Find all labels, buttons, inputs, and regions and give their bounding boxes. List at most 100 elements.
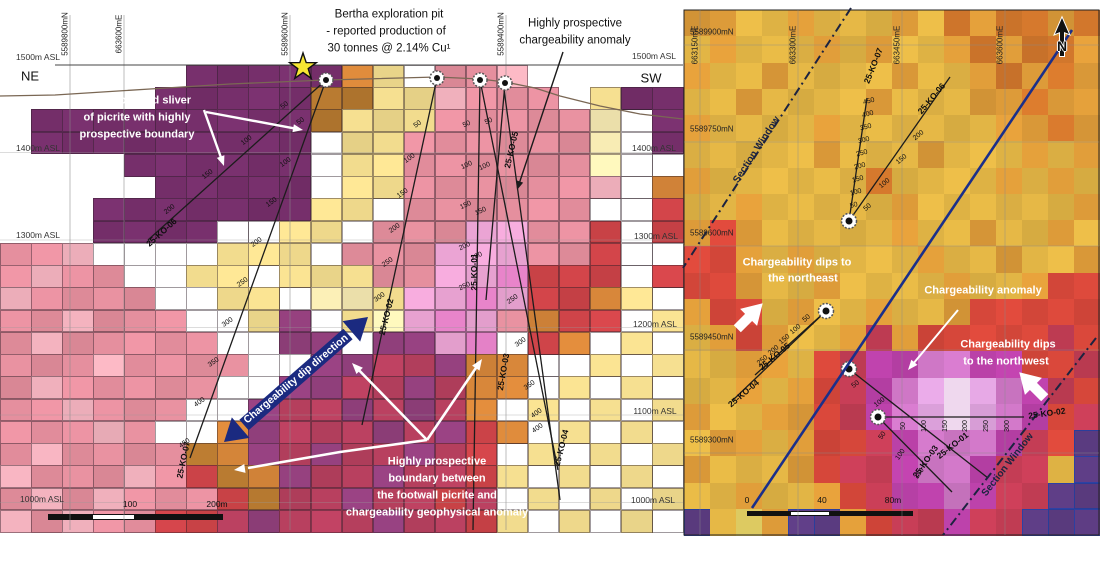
- plan-grid-cell: [1074, 272, 1100, 300]
- section-grid-cell: [589, 487, 622, 511]
- north-arrow-letter: N: [1056, 37, 1068, 54]
- section-grid-cell: [279, 176, 311, 199]
- plan-grid-cell: [918, 298, 945, 326]
- section-corner-ne: NE: [20, 68, 40, 84]
- anomaly-pointer-arrow: [516, 180, 524, 190]
- plan-grid-cell: [762, 62, 789, 90]
- plan-grid-cell: [970, 193, 997, 221]
- plan-grid-cell: [1022, 430, 1049, 457]
- plan-grid-cell: [710, 403, 737, 431]
- plan-grid-cell: [840, 325, 867, 352]
- plan-grid-cell: [1048, 220, 1075, 247]
- section-asl-label-left: 1400m ASL: [16, 143, 60, 154]
- plan-grid-cell: [970, 351, 997, 378]
- plan-grid-cell: [866, 193, 893, 221]
- plan-grid-cell: [814, 141, 841, 168]
- dips-ne-line1: Chargeability dips to: [742, 256, 852, 269]
- drill-collar-icon: [434, 75, 440, 81]
- plan-grid-cell: [814, 62, 841, 90]
- plan-grid-cell: [944, 377, 971, 405]
- plan-grid-cell: [1048, 430, 1075, 457]
- plan-grid-cell: [918, 325, 945, 352]
- plan-grid-cell: [762, 220, 789, 247]
- plan-grid-cell: [996, 220, 1023, 247]
- plan-grid-cell: [1048, 62, 1075, 90]
- plan-grid-cell: [840, 246, 867, 273]
- depth-tick-plan: 100: [920, 420, 928, 432]
- plan-grid-cell: [866, 246, 893, 273]
- plan-grid-cell: [840, 62, 867, 90]
- plan-grid-cell: [1048, 141, 1075, 168]
- plan-grid-cell: [944, 220, 971, 247]
- plan-grid-cell: [684, 403, 711, 431]
- plan-grid-cell: [918, 272, 945, 300]
- plan-grid-cell: [918, 10, 945, 37]
- section-grid-cell: [434, 309, 467, 333]
- plan-grid-cell: [1022, 141, 1049, 168]
- plan-north-label: 5589450mN: [690, 332, 734, 342]
- section-grid-cell: [434, 354, 467, 377]
- plan-grid-cell: [1074, 351, 1100, 378]
- plan-east-label: 663300mE: [788, 25, 798, 65]
- plan-grid-cell: [1048, 193, 1075, 221]
- plan-grid-cell: [1074, 220, 1100, 247]
- line: [518, 51, 564, 186]
- plan-grid-cell: [684, 298, 711, 326]
- plan-grid-cell: [996, 298, 1023, 326]
- plan-grid-cell: [866, 351, 893, 378]
- line: [361, 77, 438, 426]
- section-grid-cell: [434, 420, 467, 444]
- plan-grid-cell: [892, 36, 919, 63]
- plan-grid-cell: [840, 10, 867, 37]
- footwall-line3: the footwall picrite and: [377, 489, 497, 502]
- dips-nw-line2: to the northwest: [963, 355, 1049, 368]
- section-asl-label-left: 1300m ASL: [16, 230, 60, 241]
- section-scalebar-label: 100: [122, 499, 138, 510]
- plan-grid-cell: [892, 377, 919, 405]
- section-corner-sw: SW: [640, 70, 662, 86]
- plan-grid-cell: [892, 62, 919, 90]
- fault-sliver-line2: of picrite with highly: [83, 111, 191, 124]
- plan-grid-cell: [684, 36, 711, 63]
- plan-grid-cell: [814, 325, 841, 352]
- footwall-line2: boundary between: [388, 472, 486, 485]
- section-grid-cell: [589, 509, 622, 533]
- plan-grid-cell: [996, 325, 1023, 352]
- plan-grid-cell: [892, 10, 919, 37]
- fault-sliver-arrow: [216, 155, 225, 166]
- plan-grid-cell: [944, 115, 971, 142]
- plan-grid-cell: [684, 141, 711, 168]
- plan-grid-cell: [892, 220, 919, 247]
- plan-grid-cell: [736, 167, 763, 195]
- plan-grid-cell: [892, 325, 919, 352]
- plan-grid-cell: [918, 141, 945, 168]
- plan-grid-cell: [996, 167, 1023, 195]
- section-grid-cell: [589, 176, 622, 199]
- plan-grid-cell: [710, 377, 737, 405]
- plan-scalebar-label: 0: [744, 495, 750, 506]
- plan-grid-cell: [788, 220, 815, 247]
- plan-grid-cell: [736, 272, 763, 300]
- plan-north-label: 5589750mN: [690, 124, 734, 134]
- plan-grid-cell: [892, 141, 919, 168]
- plan-grid-cell: [788, 36, 815, 63]
- plan-grid-cell: [762, 167, 789, 195]
- plan-grid-cell: [710, 298, 737, 326]
- plan-grid-cell: [892, 246, 919, 273]
- section-grid-cell: [279, 309, 311, 333]
- plan-grid-cell: [736, 115, 763, 142]
- plan-grid-cell: [710, 10, 737, 37]
- section-grid-cell: [652, 509, 684, 533]
- section-grid-cell: [434, 109, 467, 133]
- section-grid-cell: [124, 309, 156, 333]
- plan-grid-cell: [970, 325, 997, 352]
- section-grid-cell: [279, 420, 311, 444]
- plan-grid-cell: [996, 10, 1023, 37]
- plan-grid-cell: [736, 220, 763, 247]
- plan-grid-cell: [1074, 167, 1100, 195]
- plan-grid-cell: [918, 88, 945, 116]
- plan-grid-cell: [970, 272, 997, 300]
- line: [911, 309, 959, 367]
- plan-grid-cell: [736, 430, 763, 457]
- section-grid-cell: [124, 420, 156, 444]
